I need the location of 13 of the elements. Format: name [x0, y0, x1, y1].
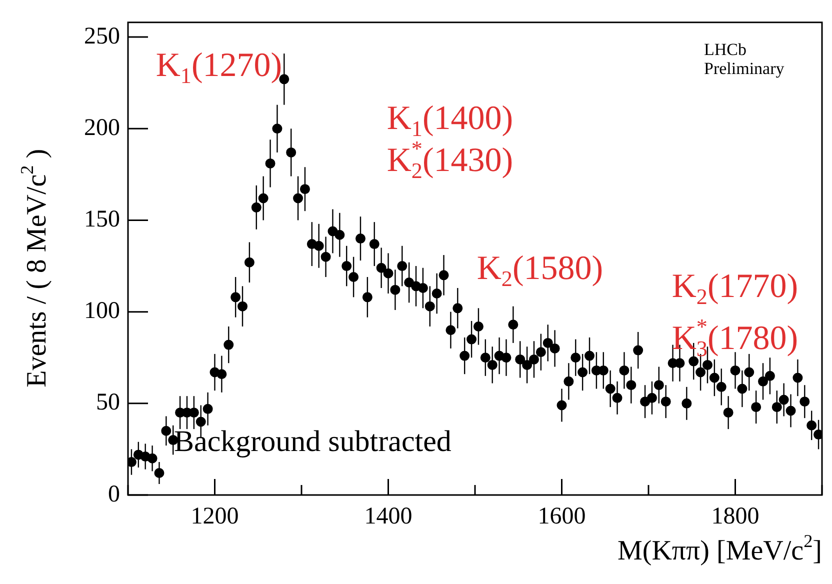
- y-tick-label: 200: [84, 114, 120, 141]
- annotation: LHCb Preliminary: [704, 40, 785, 78]
- y-tick-label: 150: [84, 206, 120, 233]
- x-tick-label: 1200: [190, 504, 239, 530]
- y-tick-label: 0: [108, 481, 120, 508]
- annotation: Background subtracted: [174, 424, 452, 458]
- y-tick-label: 100: [84, 298, 120, 324]
- y-tick-label: 50: [96, 390, 120, 416]
- x-tick-label: 1800: [711, 504, 760, 530]
- x-tick-label: 1600: [538, 504, 586, 530]
- y-tick-label: 250: [84, 23, 120, 50]
- y-axis-title: Events / ( 8 MeV/c2 ): [16, 148, 52, 388]
- x-tick-label: 1400: [364, 504, 412, 530]
